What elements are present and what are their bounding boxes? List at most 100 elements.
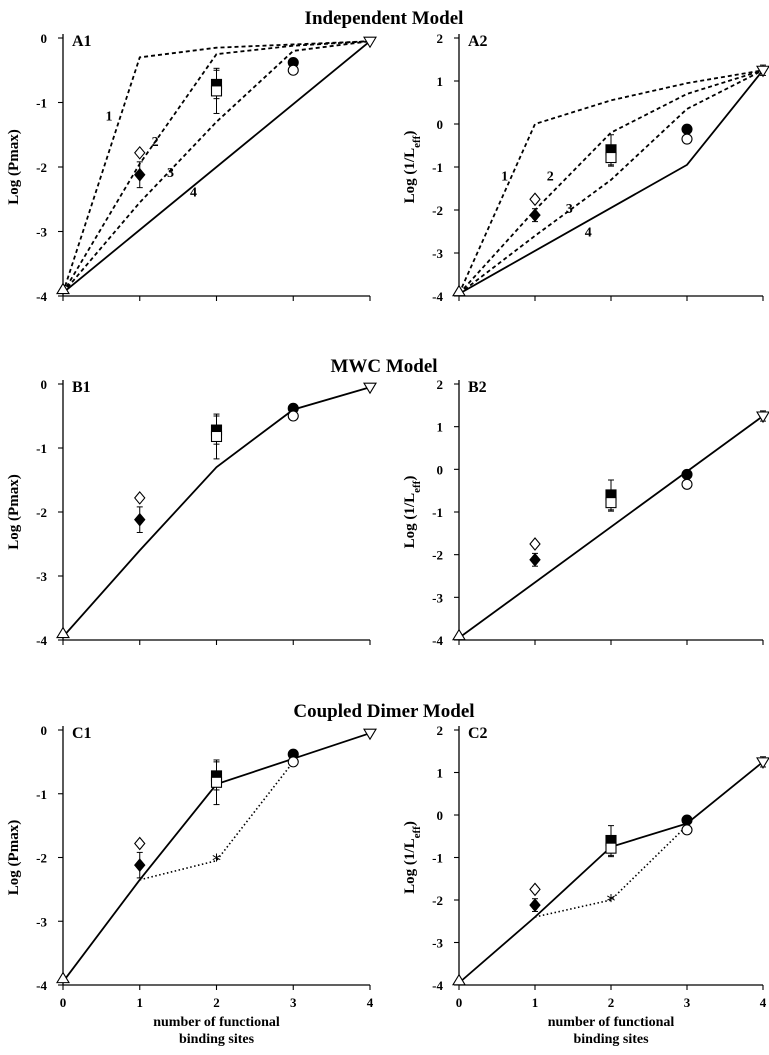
y-tick-label: -4 xyxy=(432,289,443,304)
chart-panel-a2: 2 1 0 -1 -2 -3 -4 A2 Log (1/Leff) 1 2 34 xyxy=(402,31,769,304)
y-axis-label: Log (Pmax) xyxy=(6,129,22,204)
chart-panel-b1: 0 -1 -2 -3 -4 B1 Log (Pmax) xyxy=(6,377,377,648)
y-tick-label: 1 xyxy=(437,420,444,435)
data-point-triangle-down xyxy=(756,757,769,769)
data-point-asterisk: * xyxy=(607,891,616,912)
y-tick-label: -1 xyxy=(36,787,47,802)
x-axis-label-line2: binding sites xyxy=(179,1032,255,1047)
curve-label: 3 xyxy=(566,202,573,217)
x-axis-label-line2: binding sites xyxy=(573,1032,649,1047)
panel-label-c1: C1 xyxy=(72,725,92,742)
data-point-circle-open xyxy=(681,133,693,145)
y-tick-label: -3 xyxy=(36,914,47,929)
y-tick-label: -4 xyxy=(36,633,47,648)
y-tick-label: -3 xyxy=(432,590,443,605)
data-point-triangle-up xyxy=(452,284,466,297)
data-point-triangle-down xyxy=(756,65,769,78)
y-tick-label: 1 xyxy=(437,74,444,89)
data-point-asterisk: * xyxy=(212,851,221,872)
data-point-diamond-filled xyxy=(529,552,541,567)
curve-label: 1 xyxy=(106,109,113,124)
data-point-square-open xyxy=(210,776,223,788)
x-tick-label: 0 xyxy=(456,995,463,1010)
y-tick-label: 2 xyxy=(437,377,444,392)
data-point-triangle-down xyxy=(363,382,377,395)
y-tick-label: -4 xyxy=(432,633,443,648)
data-point-diamond-open xyxy=(134,836,146,851)
y-tick-label: -3 xyxy=(36,225,47,240)
data-point-diamond-open xyxy=(529,192,541,207)
data-point-circle-open xyxy=(287,756,299,768)
data-point-diamond-filled xyxy=(529,898,541,912)
chart-panel-c2: 2 1 0 -1 -2 -3 -4 0 1 2 3 4 C2 Log (1/Leff) number of … xyxy=(402,723,769,1047)
x-tick-label: 2 xyxy=(608,995,615,1010)
data-point-diamond-open xyxy=(529,537,541,551)
y-tick-label: -4 xyxy=(36,978,47,993)
y-tick-label: 2 xyxy=(437,31,444,46)
chart-panel-b2: 2 1 0 -1 -2 -3 -4 B2 Log (1/Leff) xyxy=(402,377,769,648)
x-tick-label: 2 xyxy=(213,995,220,1010)
data-point-circle-filled xyxy=(681,814,693,826)
series-line-dashed-3 xyxy=(458,69,764,295)
y-tick-label: 0 xyxy=(41,377,48,392)
x-axis-label-line1: number of functional xyxy=(153,1015,280,1030)
y-tick-label: -4 xyxy=(432,978,443,993)
x-tick-label: 4 xyxy=(367,995,374,1010)
x-tick-label: 4 xyxy=(760,995,767,1010)
curve-label: 4 xyxy=(585,226,592,241)
y-tick-label: -3 xyxy=(36,569,47,584)
data-point-triangle-down xyxy=(363,36,377,49)
panel-label-c2: C2 xyxy=(468,725,488,742)
data-point-circle-open xyxy=(681,824,693,836)
y-tick-label: -2 xyxy=(432,548,443,563)
data-point-diamond-open xyxy=(529,882,541,897)
series-line-solid-4 xyxy=(458,69,764,295)
y-axis-label: Log (1/Leff) xyxy=(402,821,423,894)
y-tick-label: -2 xyxy=(36,851,47,866)
data-point-diamond-open xyxy=(134,145,146,160)
data-point-circle-open xyxy=(681,478,693,490)
data-point-triangle-up xyxy=(56,282,70,295)
data-point-diamond-filled xyxy=(134,512,146,527)
series-line-dotted-2 xyxy=(534,825,688,918)
data-point-triangle-up xyxy=(56,971,70,984)
data-point-square-open xyxy=(210,85,223,97)
y-tick-label: -1 xyxy=(36,441,47,456)
x-tick-label: 3 xyxy=(290,995,297,1010)
y-tick-label: 0 xyxy=(437,462,444,477)
y-axis-label-end: ) xyxy=(402,131,418,136)
y-tick-label: -1 xyxy=(36,96,47,111)
y-axis-label-end: ) xyxy=(402,476,418,481)
y-tick-label: -3 xyxy=(432,246,443,261)
data-point-triangle-down xyxy=(756,411,769,424)
data-point-square-open xyxy=(210,430,223,443)
data-point-circle-open xyxy=(287,410,299,422)
y-axis-label: Log (1/Leff) xyxy=(402,476,423,549)
data-point-triangle-up xyxy=(452,973,466,986)
y-axis-label-subscript: eff xyxy=(411,135,423,148)
y-tick-label: -1 xyxy=(432,160,443,175)
series-line-solid-1 xyxy=(458,415,764,639)
data-point-triangle-down xyxy=(363,728,377,741)
section-title-mwc: MWC Model xyxy=(330,356,437,377)
y-tick-label: -1 xyxy=(432,851,443,866)
curve-label: 1 xyxy=(501,170,508,185)
series-line-solid-4 xyxy=(62,40,371,294)
data-point-diamond-filled xyxy=(529,208,541,223)
series-line-dashed-3 xyxy=(62,40,371,294)
y-axis-label-main: Log (1/L xyxy=(402,838,418,893)
data-point-square-open xyxy=(605,151,617,164)
y-tick-label: -2 xyxy=(432,893,443,908)
data-point-circle-open xyxy=(287,64,299,76)
y-tick-label: -3 xyxy=(432,936,443,951)
curve-label: 2 xyxy=(547,170,554,185)
y-axis-label: Log (Pmax) xyxy=(6,820,22,895)
y-tick-label: 2 xyxy=(437,723,444,738)
y-tick-label: -2 xyxy=(36,160,47,175)
y-tick-label: 0 xyxy=(437,117,444,132)
y-axis-label-main: Log (1/L xyxy=(402,493,418,548)
y-tick-label: 1 xyxy=(437,766,444,781)
series-line-dashed-2 xyxy=(62,40,371,294)
series-line-solid-1 xyxy=(458,761,764,984)
